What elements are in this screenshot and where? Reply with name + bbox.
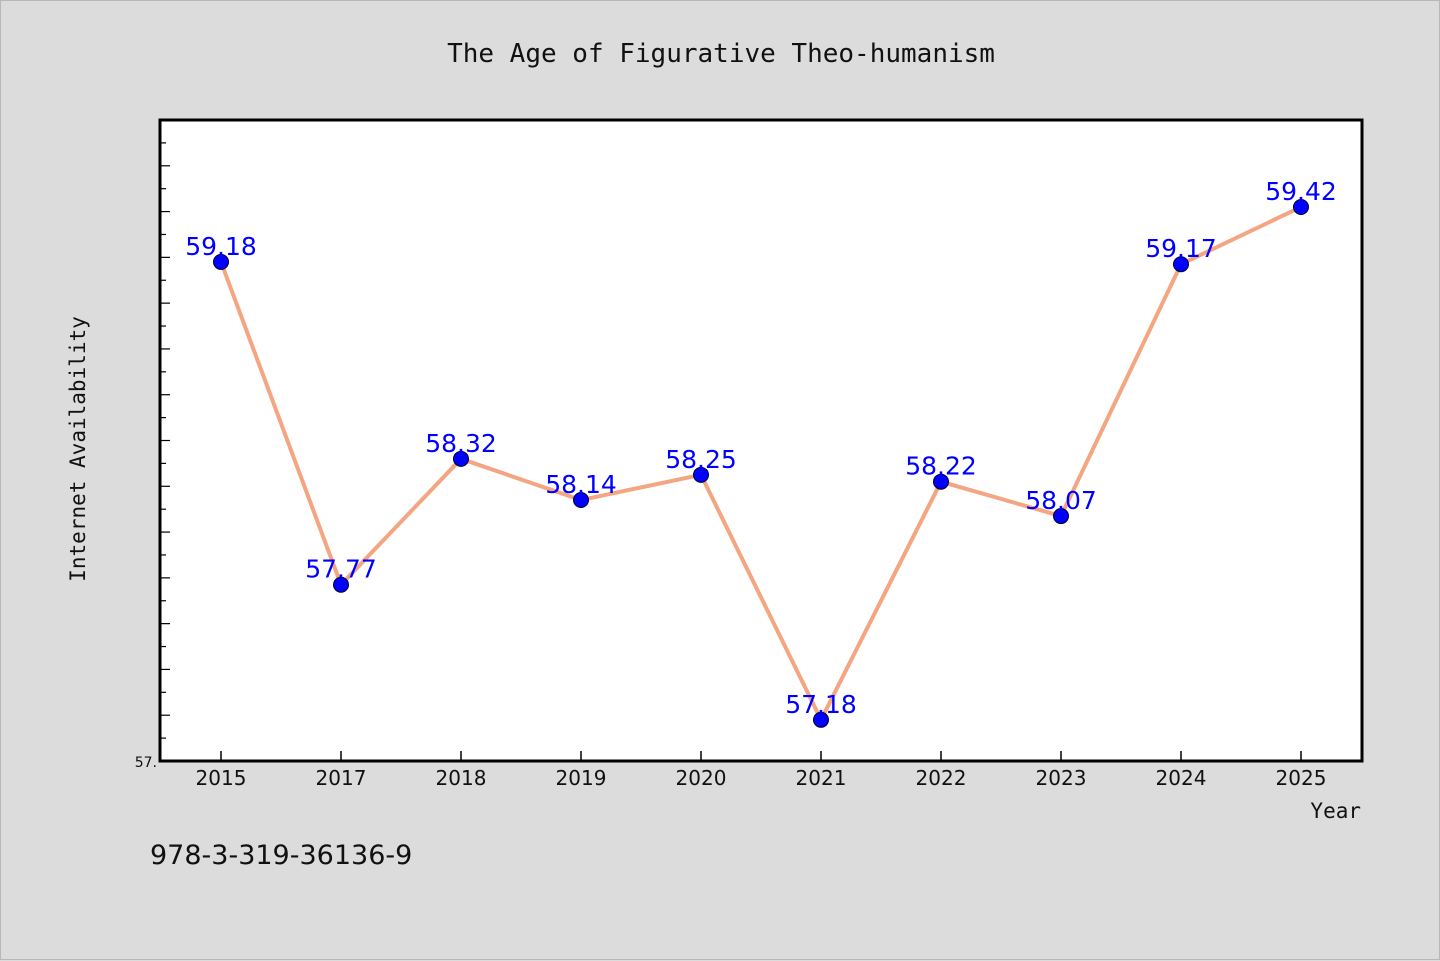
x-tick-label: 2015 xyxy=(196,766,247,790)
x-tick-label: 2022 xyxy=(916,766,967,790)
data-label: 58.22 xyxy=(905,452,977,481)
data-label: 59.18 xyxy=(185,232,257,261)
data-point xyxy=(453,450,469,467)
data-point xyxy=(333,576,349,593)
data-point xyxy=(933,473,949,490)
x-tick-label: 2021 xyxy=(796,766,847,790)
data-point xyxy=(573,492,589,509)
series-internet-availability: 59.18 57.77 58.32 58.14 58.25 57.18 58.22 58.07… xyxy=(185,177,1337,728)
data-point xyxy=(693,466,709,483)
x-tick-labels: 2015 2017 2018 2019 2020 2021 2022 2023 2024 2025 xyxy=(196,766,1327,790)
x-axis-label: Year xyxy=(1310,799,1361,823)
data-point xyxy=(1053,508,1069,525)
data-label: 57.18 xyxy=(785,690,857,719)
data-point xyxy=(1173,256,1189,273)
x-tick-label: 2019 xyxy=(556,766,607,790)
x-axis-ticks xyxy=(220,751,1302,761)
data-label: 58.25 xyxy=(665,445,737,474)
data-label: 59.17 xyxy=(1145,234,1217,263)
x-tick-label: 2023 xyxy=(1036,766,1087,790)
x-tick-label: 2017 xyxy=(316,766,367,790)
x-tick-label: 2024 xyxy=(1156,766,1207,790)
x-tick-label: 2020 xyxy=(676,766,727,790)
y-axis-label: Internet Availability xyxy=(66,316,90,582)
data-point xyxy=(1293,198,1309,215)
data-label: 58.14 xyxy=(545,470,617,499)
series-line xyxy=(219,205,1302,722)
data-label: 59.42 xyxy=(1265,177,1337,206)
data-label: 58.07 xyxy=(1025,486,1097,515)
data-label: 57.77 xyxy=(305,555,377,584)
y-tick-label: 57. xyxy=(135,755,157,771)
y-axis-ticks xyxy=(160,119,170,762)
data-label: 58.32 xyxy=(425,429,497,458)
plot-area xyxy=(158,118,1364,763)
x-tick-label: 2025 xyxy=(1276,766,1327,790)
data-point xyxy=(213,253,229,270)
footer-code: 978-3-319-36136-9 xyxy=(150,840,412,871)
chart-title: The Age of Figurative Theo-humanism xyxy=(447,39,995,69)
data-point xyxy=(813,711,829,728)
x-tick-label: 2018 xyxy=(436,766,487,790)
